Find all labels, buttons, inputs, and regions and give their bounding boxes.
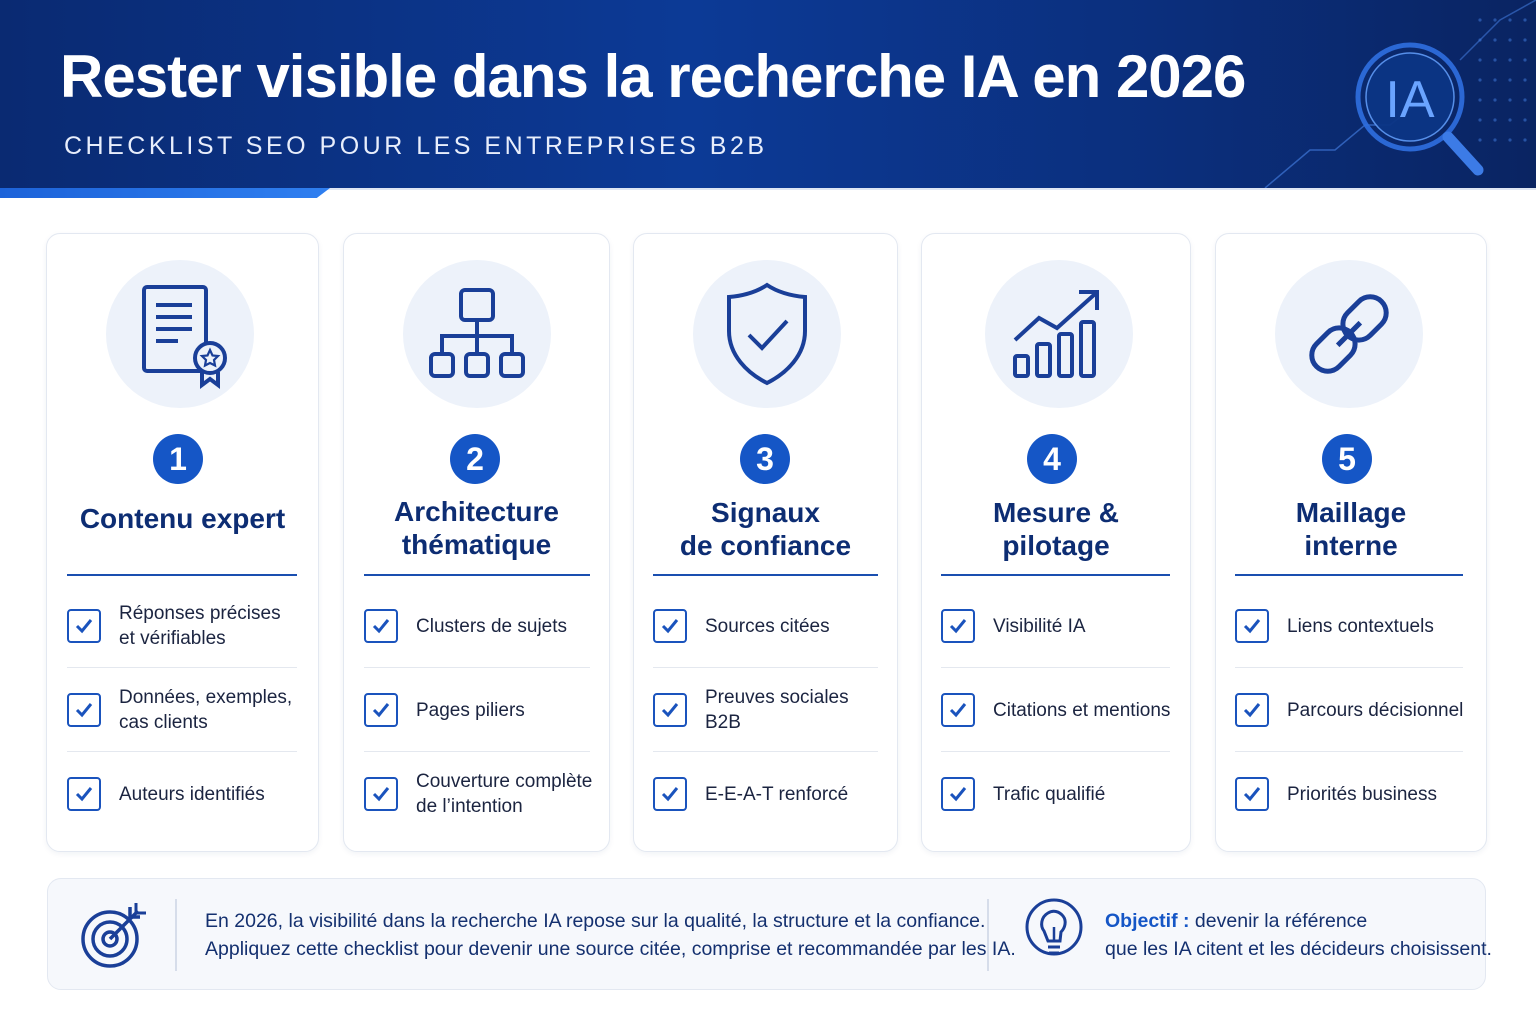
footer-divider [175, 899, 177, 971]
item-label: Preuves sociales B2B [705, 687, 849, 733]
card-divider [941, 574, 1170, 576]
card-title: Signaux de confiance [679, 497, 852, 561]
checkbox-checked-icon[interactable] [941, 609, 975, 643]
item-separator [1235, 751, 1463, 752]
item-label: Priorités business [1287, 783, 1437, 805]
checklist-item[interactable]: Liens contextuels [1235, 584, 1480, 668]
checkbox-checked-icon[interactable] [67, 777, 101, 811]
checklist-item[interactable]: Sources citées [653, 584, 889, 668]
header-banner: Rester visible dans la recherche IA en 2… [0, 0, 1536, 190]
card-title: Maillage interne [1295, 497, 1407, 561]
ia-magnifier-icon: IA [1264, 0, 1536, 189]
checkbox-checked-icon[interactable] [941, 777, 975, 811]
checklist-item[interactable]: Trafic qualifié [941, 752, 1181, 836]
svg-text:IA: IA [1385, 71, 1434, 129]
card-icon-circle [403, 260, 551, 408]
item-separator [653, 667, 878, 668]
item-separator [1235, 667, 1463, 668]
checklist-item[interactable]: Auteurs identifiés [67, 752, 303, 836]
item-label: Liens contextuels [1287, 615, 1434, 637]
card-icon-circle [693, 260, 841, 408]
checkbox-checked-icon[interactable] [1235, 777, 1269, 811]
step-number-badge: 3 [740, 434, 790, 484]
checklist-card-2: 2 Architecture thématique Clusters de suj… [343, 233, 610, 852]
footer-message: En 2026, la visibilité dans la recherche… [205, 910, 1016, 960]
item-separator [67, 751, 297, 752]
checklist-item[interactable]: Données, exemples, cas clients [67, 668, 303, 752]
card-divider [364, 574, 590, 576]
checkbox-checked-icon[interactable] [941, 693, 975, 727]
item-label: E-E-A-T renforcé [705, 783, 849, 805]
checklist-item[interactable]: Preuves sociales B2B [653, 668, 889, 752]
checkbox-checked-icon[interactable] [67, 609, 101, 643]
checkbox-checked-icon[interactable] [653, 693, 687, 727]
checklist-item[interactable]: Visibilité IA [941, 584, 1181, 668]
item-label: Sources citées [705, 615, 830, 637]
shield-check-icon [727, 282, 807, 386]
item-label: Clusters de sujets [416, 615, 568, 637]
card-title: Mesure & pilotage [992, 497, 1120, 561]
target-arrow-icon [81, 903, 146, 968]
step-number-badge: 1 [153, 434, 203, 484]
item-label: Trafic qualifié [993, 783, 1106, 805]
item-separator [364, 751, 590, 752]
checkbox-checked-icon[interactable] [653, 609, 687, 643]
card-title: Contenu expert [79, 503, 286, 534]
sitemap-icon [429, 288, 525, 378]
checkbox-checked-icon[interactable] [364, 609, 398, 643]
page-subtitle: CHECKLIST SEO POUR LES ENTREPRISES B2B [64, 132, 768, 160]
card-icon-circle [106, 260, 254, 408]
item-separator [67, 667, 297, 668]
footer-divider [987, 899, 989, 971]
card-icon-circle [1275, 260, 1423, 408]
item-label: Citations et mentions [993, 699, 1171, 721]
checklist-item[interactable]: E-E-A-T renforcé [653, 752, 889, 836]
checkbox-checked-icon[interactable] [364, 693, 398, 727]
checklist-item[interactable]: Parcours décisionnel [1235, 668, 1480, 752]
step-number-badge: 5 [1322, 434, 1372, 484]
checklist-item[interactable]: Clusters de sujets [364, 584, 600, 668]
header-accent-bar [0, 188, 330, 198]
page-title: Rester visible dans la recherche IA en 2… [60, 43, 1246, 110]
item-label: Visibilité IA [993, 615, 1086, 637]
card-icon-circle [985, 260, 1133, 408]
item-label: Parcours décisionnel [1287, 699, 1464, 721]
checklist-card-3: 3 Signaux de confiance Sources citées Pre… [633, 233, 898, 852]
card-divider [67, 574, 297, 576]
objective-text: Objectif : devenir la référence que les I… [1105, 910, 1492, 960]
checkbox-checked-icon[interactable] [1235, 693, 1269, 727]
checkbox-checked-icon[interactable] [1235, 609, 1269, 643]
item-separator [364, 667, 590, 668]
card-divider [653, 574, 878, 576]
checklist-card-1: 1 Contenu expert Réponses précises et vér… [46, 233, 319, 852]
item-separator [941, 751, 1170, 752]
link-icon [1309, 294, 1389, 374]
summary-footer: En 2026, la visibilité dans la recherche… [47, 878, 1492, 990]
card-title: Architecture thématique [394, 496, 559, 560]
item-separator [941, 667, 1170, 668]
lightbulb-icon [1025, 898, 1083, 956]
checklist-item[interactable]: Couverture complète de l’intention [364, 752, 604, 836]
step-number-badge: 4 [1027, 434, 1077, 484]
card-divider [1235, 574, 1463, 576]
certificate-document-icon [142, 285, 227, 389]
checklist-card-4: 4 Mesure & pilotage Visibilité IA Citatio… [921, 233, 1191, 852]
growth-chart-icon [1013, 290, 1099, 378]
item-separator [653, 751, 878, 752]
item-label: Auteurs identifiés [119, 783, 265, 805]
checkbox-checked-icon[interactable] [653, 777, 687, 811]
checklist-item[interactable]: Pages piliers [364, 668, 600, 752]
checkbox-checked-icon[interactable] [364, 777, 398, 811]
step-number-badge: 2 [450, 434, 500, 484]
checklist-item[interactable]: Citations et mentions [941, 668, 1181, 752]
item-label: Pages piliers [416, 699, 525, 721]
checklist-item[interactable]: Priorités business [1235, 752, 1480, 836]
checklist-item[interactable]: Réponses précises et vérifiables [67, 584, 303, 668]
checklist-card-5: 5 Maillage interne Liens contextuels Parc… [1215, 233, 1487, 852]
header-divider [0, 188, 1536, 190]
checkbox-checked-icon[interactable] [67, 693, 101, 727]
